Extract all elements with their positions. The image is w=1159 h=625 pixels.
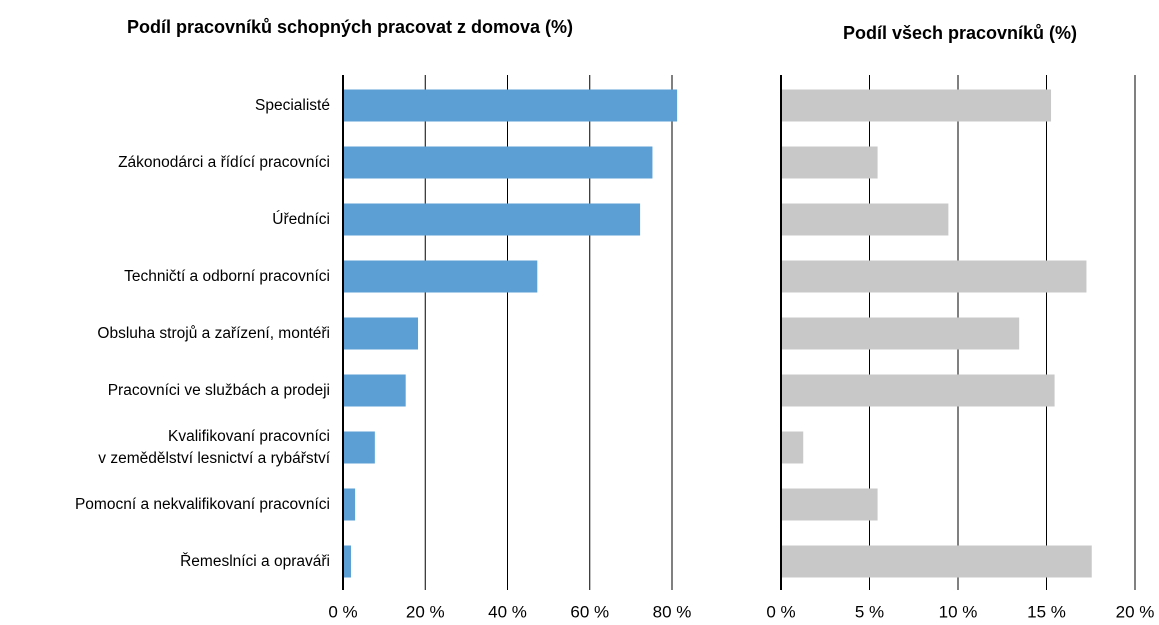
y-tick-label: Techničtí a odborní pracovníci bbox=[124, 267, 330, 285]
chart-title: Podíl pracovníků schopných pracovat z do… bbox=[127, 17, 573, 37]
bar bbox=[782, 260, 1087, 293]
bar bbox=[344, 374, 406, 407]
x-tick-label: 0 % bbox=[766, 602, 795, 621]
y-tick-label: Pracovníci ve službách a prodeji bbox=[107, 381, 330, 399]
bar bbox=[782, 203, 949, 236]
bar bbox=[344, 431, 375, 464]
chart-title: Podíl všech pracovníků (%) bbox=[843, 23, 1077, 43]
bar bbox=[344, 146, 653, 179]
bar bbox=[782, 374, 1055, 407]
y-tick-label: Řemeslníci a opraváři bbox=[180, 552, 330, 570]
bar bbox=[344, 545, 351, 578]
x-tick-label: 0 % bbox=[328, 602, 357, 621]
bar bbox=[782, 146, 878, 179]
bar bbox=[344, 317, 419, 350]
bar bbox=[782, 431, 804, 464]
x-tick-label: 15 % bbox=[1027, 602, 1066, 621]
x-tick-label: 40 % bbox=[488, 602, 527, 621]
bar bbox=[344, 260, 538, 293]
y-tick-label: Specialisté bbox=[255, 96, 330, 114]
x-tick-label: 10 % bbox=[939, 602, 978, 621]
x-tick-label: 20 % bbox=[1116, 602, 1155, 621]
bar bbox=[344, 89, 678, 122]
x-tick-label: 80 % bbox=[653, 602, 692, 621]
bar bbox=[782, 89, 1052, 122]
x-tick-label: 60 % bbox=[570, 602, 609, 621]
bar bbox=[782, 545, 1092, 578]
bar bbox=[782, 317, 1020, 350]
x-tick-label: 5 % bbox=[855, 602, 884, 621]
bar bbox=[344, 488, 356, 521]
y-tick-label: Obsluha strojů a zařízení, montéři bbox=[97, 324, 330, 342]
bar bbox=[782, 488, 878, 521]
bar bbox=[344, 203, 641, 236]
y-tick-label: Úředníci bbox=[272, 210, 330, 228]
y-tick-label: Pomocní a nekvalifikovaní pracovníci bbox=[74, 495, 330, 513]
x-tick-label: 20 % bbox=[406, 602, 445, 621]
y-tick-label: Zákonodárci a řídící pracovníci bbox=[118, 153, 330, 171]
y-tick-label: Kvalifikovaní pracovníci v zemědělství l… bbox=[98, 427, 330, 467]
